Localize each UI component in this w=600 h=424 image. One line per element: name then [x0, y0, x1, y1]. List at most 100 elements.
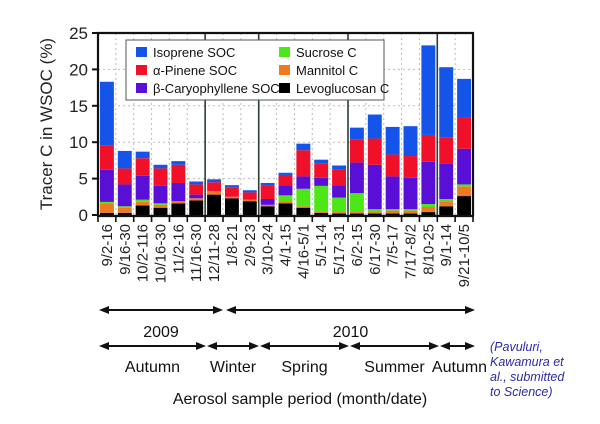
x-tick-label: 1/8-21 [224, 224, 241, 267]
bar-segment-pinene-soc [278, 174, 293, 186]
bar-segment-sucrose-c [457, 184, 472, 187]
legend-label: Isoprene SOC [153, 45, 235, 60]
bar-segment-isoprene-soc [421, 45, 436, 135]
season-arrow [440, 342, 475, 350]
y-tick-label: 0 [79, 206, 88, 225]
bar-segment-levoglucosan-c [421, 212, 436, 215]
citation-line-1: (Pavuluri, [490, 340, 543, 354]
year-label: 2010 [333, 324, 369, 341]
season-arrow [99, 342, 206, 350]
y-ticks: 0 5 10 15 20 25 [69, 24, 98, 225]
bar-segment-levoglucosan-c [296, 207, 311, 215]
axes [96, 31, 475, 218]
x-tick-label: 11/16-30 [188, 224, 205, 282]
bar-segment-mannitol-c [457, 186, 472, 197]
bar-segment-mannitol-c [403, 210, 418, 214]
season-arrow [260, 342, 349, 350]
x-tick-label: 12/11-28 [206, 224, 223, 282]
season-label: Autumn [432, 359, 487, 376]
bar-segment-mannitol-c [99, 203, 114, 213]
season-label: Summer [364, 359, 425, 376]
x-tick-label: 10/2-116 [135, 224, 152, 282]
bar-segment-isoprene-soc [117, 150, 132, 169]
x-tick-label: 9/2-16 [99, 224, 116, 267]
bar-segment-levoglucosan-c [457, 196, 472, 215]
bar-segment-sucrose-c [296, 188, 311, 207]
bar-segment-caryophyllene-soc [260, 198, 275, 205]
bar-segment-pinene-soc [296, 150, 311, 177]
bar-segment-isoprene-soc [296, 143, 311, 151]
bar-segment-mannitol-c [314, 211, 329, 213]
x-tick-label: 7/5-17 [385, 224, 402, 267]
bar-segment-isoprene-soc [385, 126, 400, 155]
bar-segment-levoglucosan-c [135, 205, 150, 215]
x-tick-label: 3/10-24 [260, 224, 277, 275]
bar-segment-pinene-soc [153, 168, 168, 186]
bar-segment-sucrose-c [403, 209, 418, 211]
y-tick-label: 15 [69, 97, 88, 116]
bar-segment-pinene-soc [457, 117, 472, 149]
y-axis-label: Tracer C in WSOC (%) [37, 38, 56, 210]
citation-line-2: Kawamura et [490, 355, 564, 369]
x-tick-label: 9/1-14 [438, 224, 455, 267]
bar-segment-mannitol-c [278, 201, 293, 204]
bar-segment-levoglucosan-c [242, 201, 257, 215]
bar-segment-levoglucosan-c [403, 213, 418, 215]
citation-line-3: al., submitted [490, 370, 565, 384]
bar-segment-caryophyllene-soc [457, 148, 472, 185]
x-tick-label: 5/17-31 [331, 224, 348, 275]
bar-segment-mannitol-c [296, 206, 311, 208]
bar-segment-caryophyllene-soc [171, 182, 186, 202]
bar-segment-sucrose-c [349, 193, 364, 213]
legend-label: Mannitol C [296, 63, 358, 78]
legend-label: β-Caryophyllene SOC [153, 81, 280, 96]
bar-segment-levoglucosan-c [367, 213, 382, 215]
bar-segment-isoprene-soc [224, 185, 239, 188]
bar-segment-pinene-soc [314, 163, 329, 178]
bar-segment-pinene-soc [421, 134, 436, 162]
x-tick-label: 4/1-15 [278, 224, 295, 267]
x-tick-label: 10/16-30 [153, 224, 170, 283]
bar-segment-caryophyllene-soc [314, 177, 329, 186]
bar-segment-mannitol-c [135, 201, 150, 206]
bar-segment-isoprene-soc [207, 179, 222, 183]
bar-segment-pinene-soc [99, 145, 114, 170]
legend-box [125, 39, 385, 101]
bar-segment-mannitol-c [242, 199, 257, 202]
bar-segment-isoprene-soc [332, 165, 347, 170]
x-tick-label: 9/16-30 [117, 224, 134, 275]
bar-segment-pinene-soc [403, 156, 418, 178]
bar-segment-isoprene-soc [242, 190, 257, 193]
bar-segment-mannitol-c [367, 212, 382, 214]
y-tick-label: 5 [79, 170, 88, 189]
bar-segment-sucrose-c [439, 198, 454, 202]
bar-segment-isoprene-soc [403, 126, 418, 157]
legend-swatch [279, 83, 290, 93]
bar-segment-pinene-soc [439, 137, 454, 164]
bar-segment-levoglucosan-c [207, 194, 222, 215]
legend-label: Levoglucosan C [296, 81, 389, 96]
bar-segment-mannitol-c [207, 190, 222, 195]
bar-segment-levoglucosan-c [332, 213, 347, 215]
legend-swatch [136, 83, 147, 93]
bar-segment-mannitol-c [332, 212, 347, 214]
bar-segment-caryophyllene-soc [439, 163, 454, 199]
season-label: Autumn [125, 359, 180, 376]
bar-segment-sucrose-c [135, 199, 150, 202]
bar-segment-pinene-soc [385, 154, 400, 177]
year-label: 2009 [143, 324, 179, 341]
bar-segment-sucrose-c [99, 201, 114, 204]
bar-segment-caryophyllene-soc [99, 169, 114, 202]
bar-segment-isoprene-soc [153, 164, 168, 169]
bar-segment-isoprene-soc [439, 67, 454, 138]
citation: (Pavuluri, Kawamura et al., submitted to… [490, 340, 600, 400]
bar-segment-isoprene-soc [314, 159, 329, 164]
legend-swatch [136, 47, 147, 57]
bar-segment-pinene-soc [332, 169, 347, 186]
x-tick-label: 9/21-10/5 [456, 224, 473, 287]
bar-segment-caryophyllene-soc [421, 161, 436, 205]
bar-segment-sucrose-c [332, 197, 347, 213]
bar-segment-sucrose-c [278, 195, 293, 202]
legend: Isoprene SOC α-Pinene SOC β-Caryophyllene … [125, 39, 389, 101]
legend-swatch [279, 65, 290, 75]
